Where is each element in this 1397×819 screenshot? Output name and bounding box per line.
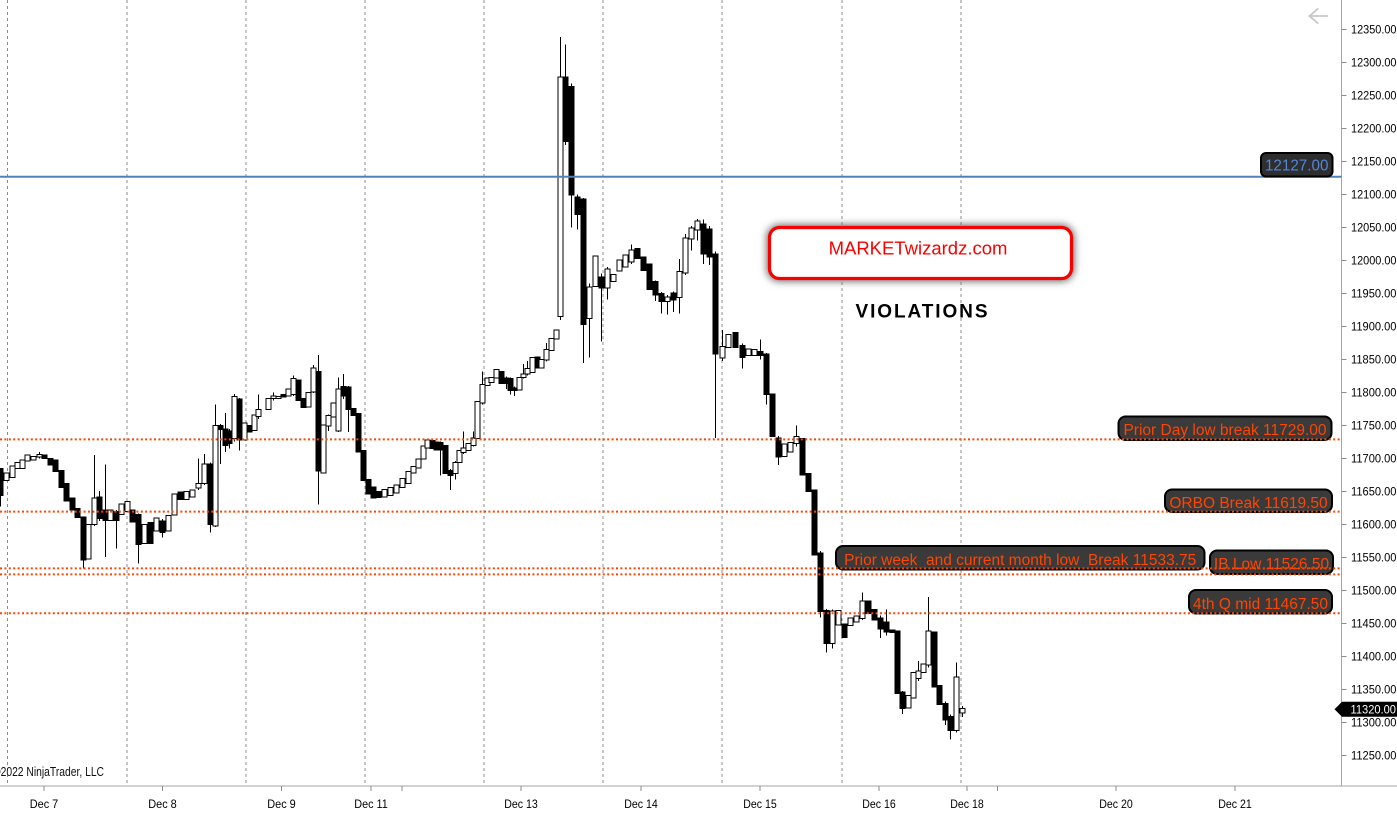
svg-text:12250.00: 12250.00 [1351,89,1397,103]
svg-text:12050.00: 12050.00 [1351,221,1397,235]
svg-text:11250.00: 11250.00 [1351,749,1397,763]
svg-text:11950.00: 11950.00 [1351,287,1397,301]
svg-text:11400.00: 11400.00 [1351,650,1397,664]
svg-text:Dec 13: Dec 13 [504,797,538,811]
svg-text:12350.00: 12350.00 [1351,23,1397,37]
svg-text:Dec 18: Dec 18 [950,797,984,811]
svg-text:11550.00: 11550.00 [1351,551,1397,565]
svg-text:11900.00: 11900.00 [1351,320,1397,334]
svg-text:ORBO Break 11619.50: ORBO Break 11619.50 [1169,495,1328,512]
svg-text:12100.00: 12100.00 [1351,188,1397,202]
svg-text:Dec 8: Dec 8 [148,797,177,811]
svg-text:Dec 14: Dec 14 [624,797,658,811]
svg-text:12200.00: 12200.00 [1351,122,1397,136]
svg-text:Dec 20: Dec 20 [1099,797,1133,811]
svg-text:12300.00: 12300.00 [1351,56,1397,70]
svg-text:Dec 15: Dec 15 [743,797,777,811]
svg-text:12150.00: 12150.00 [1351,155,1397,169]
svg-text:Dec 7: Dec 7 [30,797,59,811]
svg-text:12127.00: 12127.00 [1265,158,1329,175]
svg-text:Dec 21: Dec 21 [1218,797,1252,811]
svg-text:11450.00: 11450.00 [1351,617,1397,631]
svg-text:11700.00: 11700.00 [1351,452,1397,466]
svg-text:Dec 16: Dec 16 [862,797,896,811]
svg-text:11600.00: 11600.00 [1351,518,1397,532]
svg-text:MARKETwizardz.com: MARKETwizardz.com [829,238,1008,259]
svg-text:Dec 11: Dec 11 [354,797,388,811]
svg-text:11800.00: 11800.00 [1351,386,1397,400]
svg-text:Prior week and current month: Prior week and current month low Break 1… [844,552,1196,569]
svg-text:11300.00: 11300.00 [1351,716,1397,730]
svg-text:Prior Day low break 11729.00: Prior Day low break 11729.00 [1123,422,1326,439]
svg-text:IB Low 11526.50: IB Low 11526.50 [1214,556,1330,573]
svg-text:©2022 NinjaTrader, LLC: ©2022 NinjaTrader, LLC [0,765,104,779]
svg-text:11350.00: 11350.00 [1351,683,1397,697]
svg-text:12000.00: 12000.00 [1351,254,1397,268]
svg-text:Dec 9: Dec 9 [267,797,296,811]
svg-text:11500.00: 11500.00 [1351,584,1397,598]
svg-text:4th Q mid 11467.50: 4th Q mid 11467.50 [1193,596,1328,613]
svg-text:11750.00: 11750.00 [1351,419,1397,433]
svg-text:11850.00: 11850.00 [1351,353,1397,367]
svg-text:VIOLATIONS: VIOLATIONS [856,302,988,323]
svg-text:11320.00: 11320.00 [1351,703,1397,717]
svg-text:11650.00: 11650.00 [1351,485,1397,499]
